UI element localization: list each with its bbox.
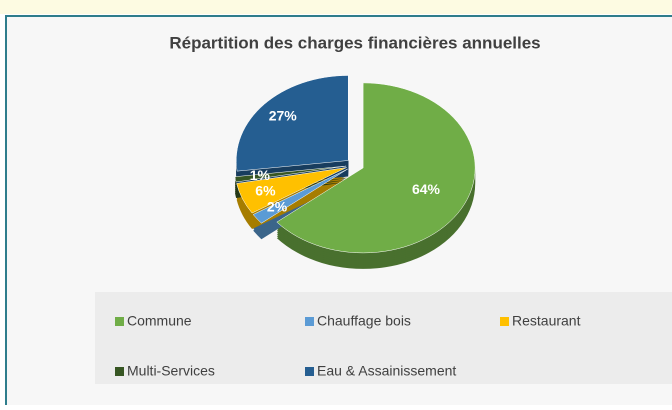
slice xyxy=(234,165,347,183)
slice xyxy=(276,82,476,254)
data-label: 6% xyxy=(255,183,276,199)
slice xyxy=(236,75,349,172)
data-label: 2% xyxy=(267,199,288,215)
legend-label: Commune xyxy=(127,313,192,329)
data-label: 64% xyxy=(412,181,441,197)
legend-swatch xyxy=(115,367,124,376)
slice xyxy=(236,167,347,214)
legend-label: Chauffage bois xyxy=(317,313,411,329)
legend-label: Restaurant xyxy=(512,313,581,329)
slice xyxy=(252,168,348,224)
legend-label: Multi-Services xyxy=(127,363,215,379)
legend-swatch xyxy=(305,317,314,326)
legend-label: Eau & Assainissement xyxy=(317,363,456,379)
chart-title: Répartition des charges financières annu… xyxy=(169,33,540,52)
top-strip xyxy=(0,0,672,14)
legend-swatch xyxy=(115,317,124,326)
data-label: 1% xyxy=(250,167,271,183)
legend-swatch xyxy=(500,317,509,326)
legend-box xyxy=(95,292,672,384)
legend-swatch xyxy=(305,367,314,376)
data-label: 27% xyxy=(269,107,298,123)
